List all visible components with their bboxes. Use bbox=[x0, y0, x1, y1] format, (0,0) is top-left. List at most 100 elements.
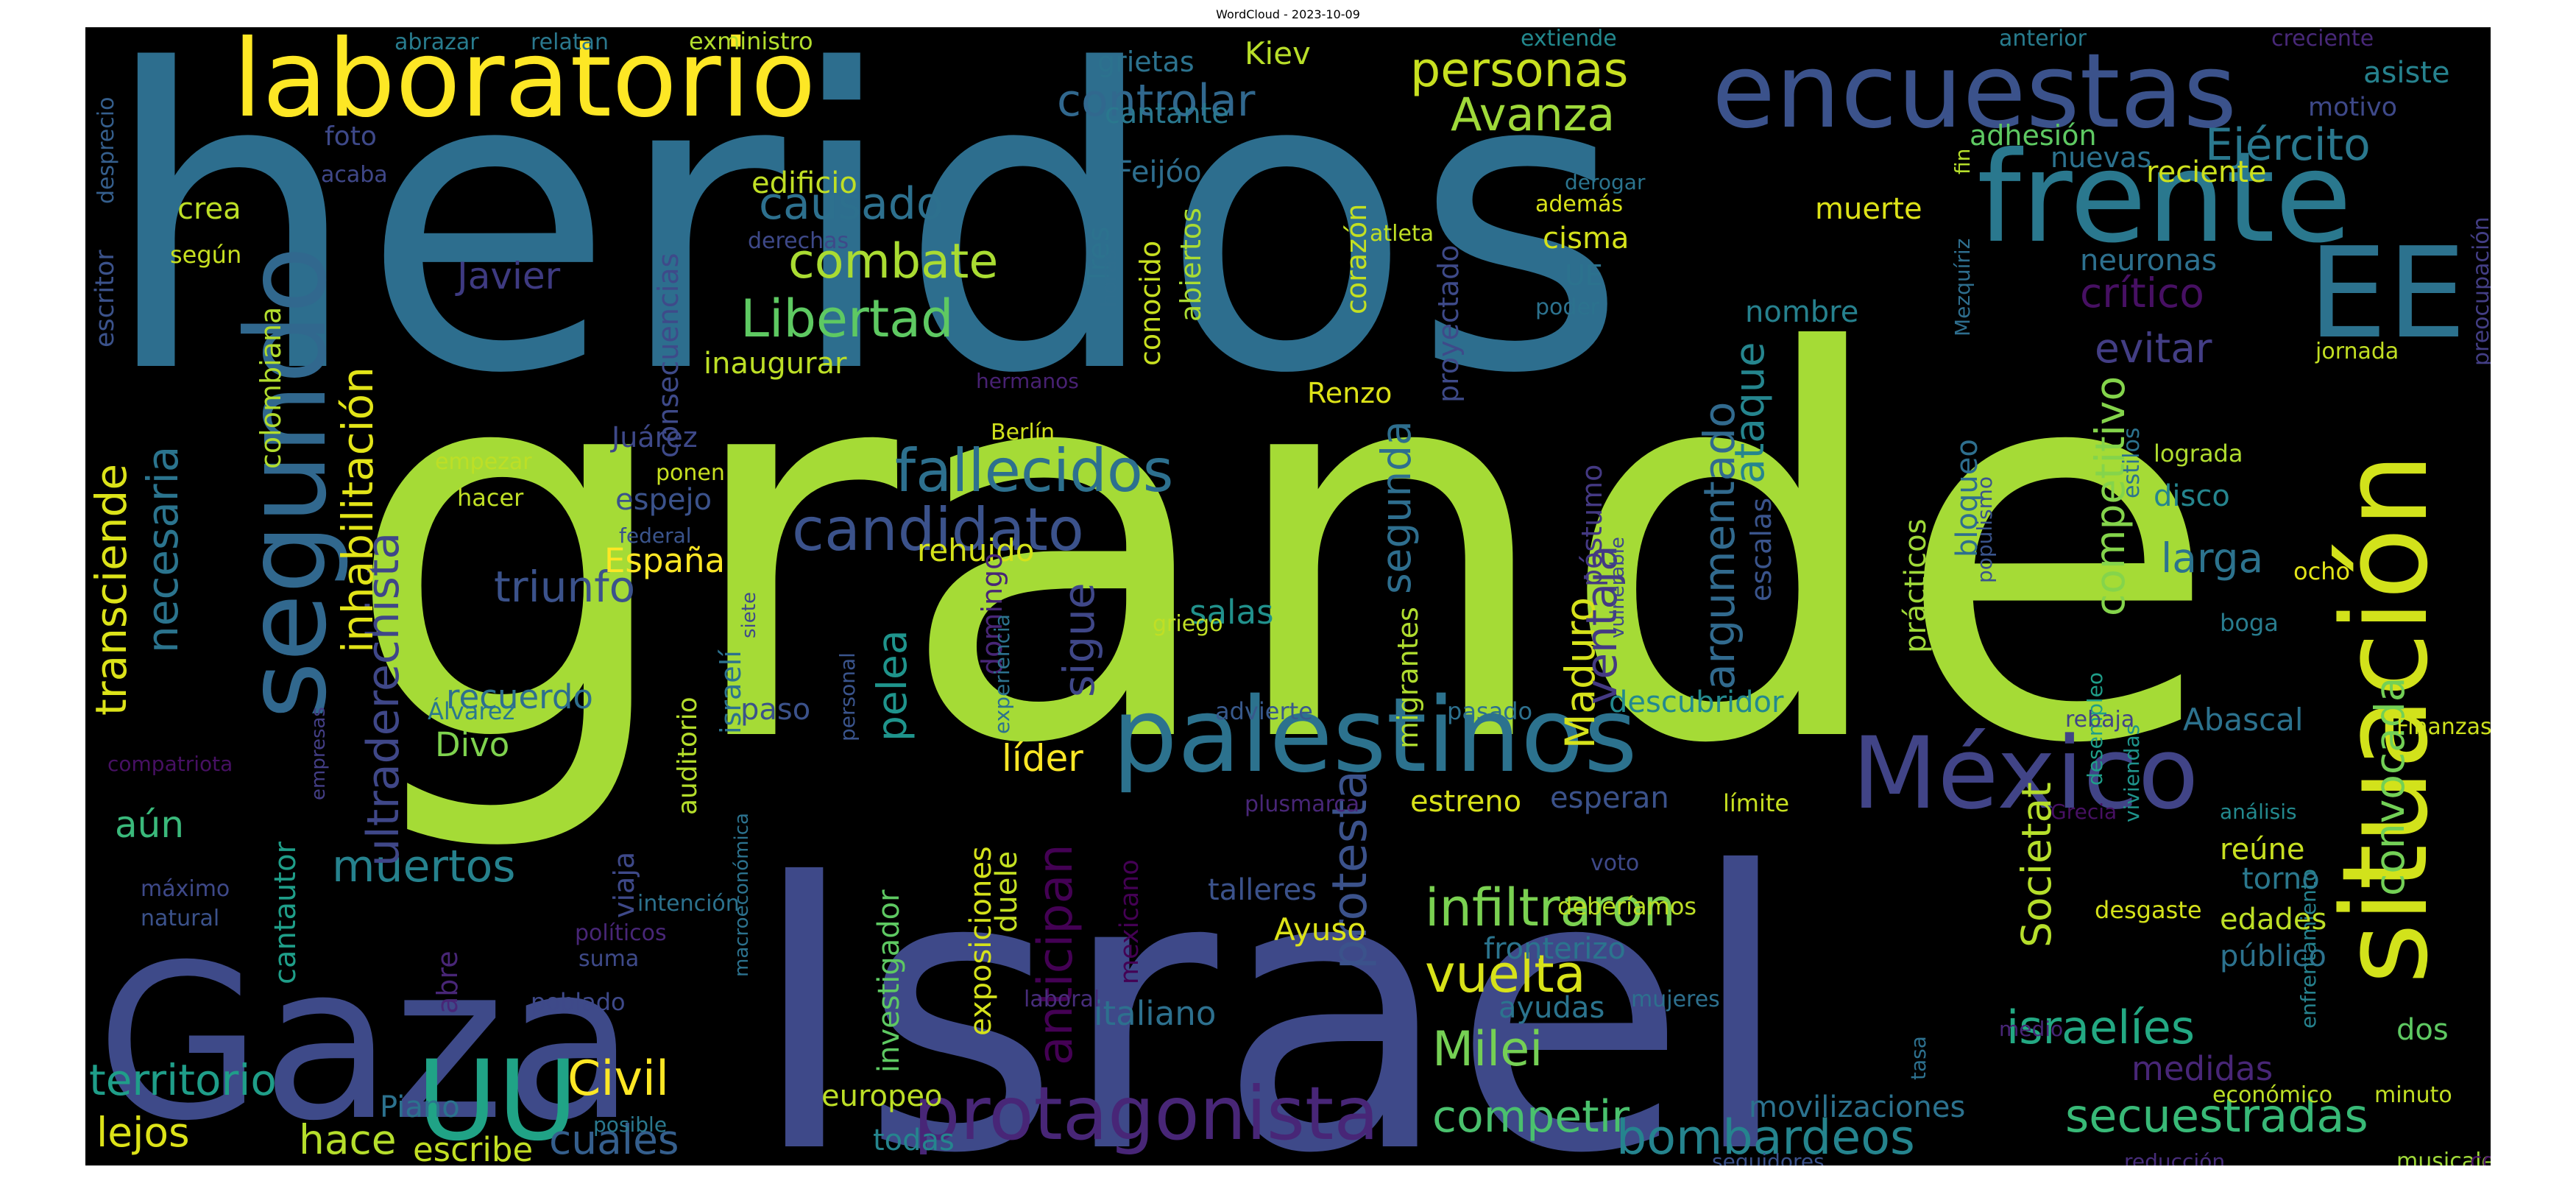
word-análisis: análisis bbox=[2220, 800, 2297, 824]
word-nuevas: nuevas bbox=[2050, 141, 2151, 174]
word-argumentado: argumentado bbox=[1694, 402, 1744, 690]
word-investigador: investigador bbox=[872, 889, 906, 1073]
word-atleta: atleta bbox=[1370, 221, 1434, 247]
word-relatan: relatan bbox=[531, 29, 609, 55]
word-disco: disco bbox=[2154, 479, 2230, 513]
word-inaugurar: inaugurar bbox=[704, 347, 847, 381]
word-hace: hace bbox=[299, 1116, 397, 1163]
word-recuerdo: recuerdo bbox=[446, 677, 593, 716]
word-laboratorio: laboratorio bbox=[233, 27, 816, 141]
word-asiste: asiste bbox=[2363, 56, 2450, 90]
word-tasa: tasa bbox=[1906, 1036, 1931, 1080]
word-grietas: grietas bbox=[1097, 46, 1195, 78]
word-secuestradas: secuestradas bbox=[2065, 1089, 2368, 1143]
word-cantautor: cantautor bbox=[269, 841, 302, 984]
word-exministro: exministro bbox=[689, 27, 813, 55]
word-rehuido: rehuido bbox=[917, 532, 1034, 568]
word-ayudas: ayudas bbox=[1498, 991, 1604, 1025]
word-inhabilitación: inhabilitación bbox=[333, 367, 383, 653]
word-ayuso: Ayuso bbox=[1274, 911, 1366, 948]
word-heridos: heridos bbox=[100, 27, 1627, 464]
word-escribe: escribe bbox=[413, 1130, 533, 1165]
word-empezar: empezar bbox=[435, 449, 532, 475]
word-descubridor: descubridor bbox=[1609, 685, 1784, 719]
word-poblado: poblado bbox=[531, 988, 626, 1016]
word-bombardeos: bombardeos bbox=[1616, 1110, 1915, 1165]
word-crítico: crítico bbox=[2080, 269, 2204, 317]
word-reciente: reciente bbox=[2146, 155, 2267, 189]
word-pelea: pelea bbox=[868, 629, 916, 741]
word-empresas: empresas bbox=[308, 707, 330, 800]
word-adhesión: adhesión bbox=[1970, 119, 2097, 152]
word-protesta: protesta bbox=[1323, 770, 1378, 970]
word-siete: siete bbox=[738, 592, 760, 638]
word-domingo: domingo bbox=[976, 553, 1008, 675]
word-público: público bbox=[2220, 939, 2326, 973]
word-edades: edades bbox=[2220, 903, 2326, 937]
word-ponen: ponen bbox=[656, 460, 725, 486]
word-fin: fin bbox=[1950, 149, 1975, 174]
word-salas: salas bbox=[1189, 593, 1274, 632]
word-larga: larga bbox=[2161, 535, 2263, 582]
word-israelí: israelí bbox=[715, 649, 747, 734]
word-lejos: lejos bbox=[96, 1109, 190, 1156]
word-muertos: muertos bbox=[332, 841, 516, 892]
word-duele: duele bbox=[990, 851, 1024, 933]
word-encuestas: encuestas bbox=[1712, 32, 2237, 152]
word-todas: todas bbox=[873, 1124, 955, 1157]
word-ataque: ataque bbox=[1726, 342, 1773, 484]
word-protagonista: protagonista bbox=[913, 1071, 1379, 1157]
word-póstumo: póstumo bbox=[1576, 465, 1608, 587]
word-además: además bbox=[1535, 191, 1623, 217]
word-macroeconómica: macroeconómica bbox=[731, 813, 753, 977]
word-tres: Tres bbox=[1082, 226, 1116, 286]
word-personal: personal bbox=[835, 652, 860, 741]
word-pasado: pasado bbox=[1447, 697, 1532, 725]
word-talleres: talleres bbox=[1208, 873, 1317, 907]
word-javier: Javier bbox=[455, 255, 561, 297]
word-máximo: máximo bbox=[141, 876, 230, 902]
word-estilos: estilos bbox=[2119, 427, 2145, 498]
word-musicales: musicales bbox=[2396, 1149, 2491, 1165]
word-boga: boga bbox=[2220, 609, 2279, 637]
word-líder: líder bbox=[1002, 737, 1083, 780]
word-mexicano: mexicano bbox=[1115, 859, 1144, 984]
word-anterior: anterior bbox=[1999, 27, 2087, 52]
word-muerte: muerte bbox=[1815, 192, 1922, 226]
word-societat: Societat bbox=[2013, 782, 2060, 948]
word-abre: abre bbox=[431, 950, 464, 1014]
word-rebaja: rebaja bbox=[2065, 707, 2134, 733]
word-civil: Civil bbox=[567, 1051, 669, 1107]
word-suma: suma bbox=[578, 946, 639, 972]
word-políticos: políticos bbox=[575, 920, 667, 946]
word-ocho: ocho bbox=[2293, 557, 2350, 585]
word-vulnerable: vulnerable bbox=[1607, 537, 1629, 638]
word-derechas: derechas bbox=[748, 228, 849, 254]
word-frente: frente bbox=[1977, 125, 2352, 271]
word-plusmarca: plusmarca bbox=[1245, 791, 1359, 817]
word-hermanos: hermanos bbox=[976, 369, 1079, 393]
word-económico: económico bbox=[2212, 1082, 2332, 1108]
word-álvarez: Álvarez bbox=[428, 697, 514, 725]
word-espejo: espejo bbox=[615, 483, 712, 517]
word-candidato: candidato bbox=[792, 495, 1084, 564]
word-divo: Divo bbox=[435, 725, 509, 764]
word-estreno: estreno bbox=[1410, 785, 1521, 819]
word-nombre: nombre bbox=[1745, 295, 1858, 329]
word-controlar: controlar bbox=[1057, 75, 1256, 127]
word-renzo: Renzo bbox=[1307, 377, 1392, 409]
word-migrantes: migrantes bbox=[1392, 607, 1424, 749]
word-situación: situación bbox=[2316, 453, 2454, 984]
word-viviendas: viviendas bbox=[2120, 724, 2144, 822]
word-libertad: Libertad bbox=[740, 289, 954, 349]
word-méxico: México bbox=[1852, 716, 2198, 831]
word-vuelta: vuelta bbox=[1425, 944, 1586, 1004]
word-motivo: motivo bbox=[2308, 93, 2397, 122]
word-laboral: laboral bbox=[1024, 987, 1100, 1012]
word-israel: Israel bbox=[748, 791, 1794, 1165]
word-viaja: viaja bbox=[608, 852, 640, 918]
word-mezquíriz: Mezquíriz bbox=[1950, 239, 1975, 336]
word-advierte: advierte bbox=[1215, 697, 1313, 725]
word-desprecio: desprecio bbox=[93, 97, 119, 205]
